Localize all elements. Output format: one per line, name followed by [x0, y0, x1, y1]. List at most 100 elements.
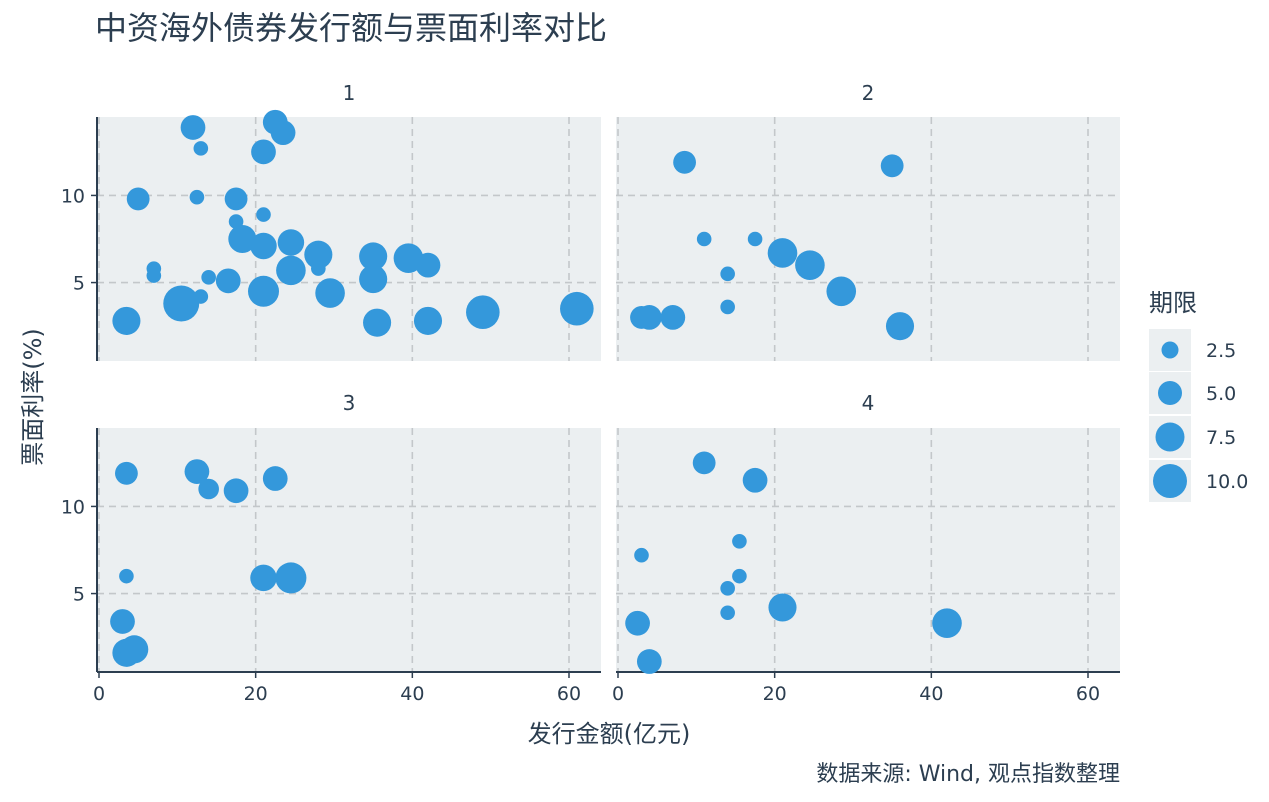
data-point	[932, 608, 962, 638]
data-point	[248, 275, 279, 307]
data-point	[673, 150, 696, 174]
data-point	[189, 189, 205, 205]
x-tick-label: 0	[612, 683, 624, 705]
data-point	[720, 299, 735, 315]
data-point	[119, 568, 134, 584]
legend-key-point	[1158, 381, 1182, 405]
x-tick-label: 60	[557, 683, 581, 705]
x-tick-label: 0	[93, 683, 105, 705]
data-point	[224, 187, 248, 211]
chart-caption: 数据来源: Wind, 观点指数整理	[816, 762, 1120, 787]
data-point	[163, 285, 200, 322]
legend-label: 5.0	[1206, 383, 1236, 405]
data-point	[115, 461, 138, 485]
data-point	[251, 139, 276, 165]
data-point	[277, 229, 305, 256]
size-legend: 期限 2.5 5.0 7.5 10.0	[1149, 289, 1248, 502]
data-point	[880, 154, 904, 178]
data-point	[415, 252, 441, 278]
data-point	[732, 533, 747, 549]
x-tick-label: 40	[919, 683, 943, 705]
data-point	[720, 266, 735, 282]
data-point	[275, 562, 307, 594]
data-point	[720, 581, 735, 596]
data-point	[625, 610, 650, 636]
y-tick-label: 10	[61, 185, 85, 207]
data-point	[311, 261, 326, 276]
data-point	[359, 242, 388, 271]
data-point	[636, 649, 662, 674]
x-tick-label: 20	[763, 683, 787, 705]
data-point	[359, 265, 388, 294]
data-point	[560, 291, 594, 326]
data-point	[146, 268, 162, 283]
y-tick-label: 5	[73, 584, 85, 606]
data-point	[768, 593, 797, 622]
data-point	[696, 231, 712, 247]
data-point	[250, 232, 277, 260]
data-point	[112, 306, 141, 335]
data-point	[660, 305, 686, 330]
data-point	[692, 451, 716, 475]
x-tick-label: 40	[400, 683, 424, 705]
panel-background	[97, 428, 601, 672]
data-point	[466, 295, 500, 329]
data-point	[413, 306, 443, 335]
data-point	[276, 255, 306, 286]
chart-title: 中资海外债券发行额与票面利率对比	[95, 9, 607, 47]
facet-panel-4: 40 20 40 60	[612, 391, 1120, 705]
facet-panel-2: 2	[616, 81, 1120, 361]
data-point	[315, 278, 345, 308]
data-point	[250, 564, 277, 592]
panel-background	[616, 428, 1120, 672]
data-point	[198, 478, 219, 500]
data-point	[201, 270, 216, 285]
facet-panel-3: 3 5 10 0 20 40 60	[61, 391, 601, 705]
facet-strip-label: 3	[343, 391, 356, 415]
panel-background	[97, 117, 601, 361]
data-point	[262, 466, 288, 491]
data-point	[215, 268, 241, 294]
data-point	[180, 115, 206, 140]
data-point	[223, 478, 249, 504]
data-point	[720, 605, 735, 621]
data-point	[270, 120, 296, 146]
data-point	[634, 547, 649, 563]
legend-label: 7.5	[1206, 427, 1236, 449]
data-point	[732, 568, 747, 584]
legend-key-point	[1161, 341, 1179, 359]
legend-label: 10.0	[1206, 471, 1248, 493]
facet-strip-label: 2	[862, 81, 875, 105]
data-point	[363, 308, 392, 337]
legend-title: 期限	[1149, 289, 1197, 317]
y-tick-label: 5	[73, 273, 85, 295]
facet-strip-label: 1	[343, 81, 356, 105]
data-point	[120, 635, 149, 664]
data-point	[826, 276, 857, 307]
data-point	[767, 238, 798, 268]
data-point	[184, 459, 210, 484]
data-point	[193, 141, 209, 156]
data-point	[304, 240, 333, 269]
legend-key-point	[1155, 422, 1185, 452]
x-tick-label: 20	[244, 683, 268, 705]
y-tick-label: 10	[61, 496, 85, 518]
y-axis-label: 票面利率(%)	[19, 328, 47, 466]
data-point	[110, 609, 135, 634]
data-point	[885, 312, 915, 341]
data-point	[256, 207, 271, 222]
data-point	[795, 250, 825, 280]
legend-label: 2.5	[1206, 340, 1236, 362]
facet-strip-label: 4	[862, 391, 875, 415]
data-point	[636, 305, 662, 330]
data-point	[747, 231, 763, 247]
legend-key-point	[1153, 464, 1187, 498]
x-axis-label: 发行金额(亿元)	[528, 720, 691, 748]
data-point	[228, 224, 257, 254]
data-point	[126, 187, 150, 211]
x-tick-label: 60	[1076, 683, 1100, 705]
data-point	[742, 467, 768, 493]
